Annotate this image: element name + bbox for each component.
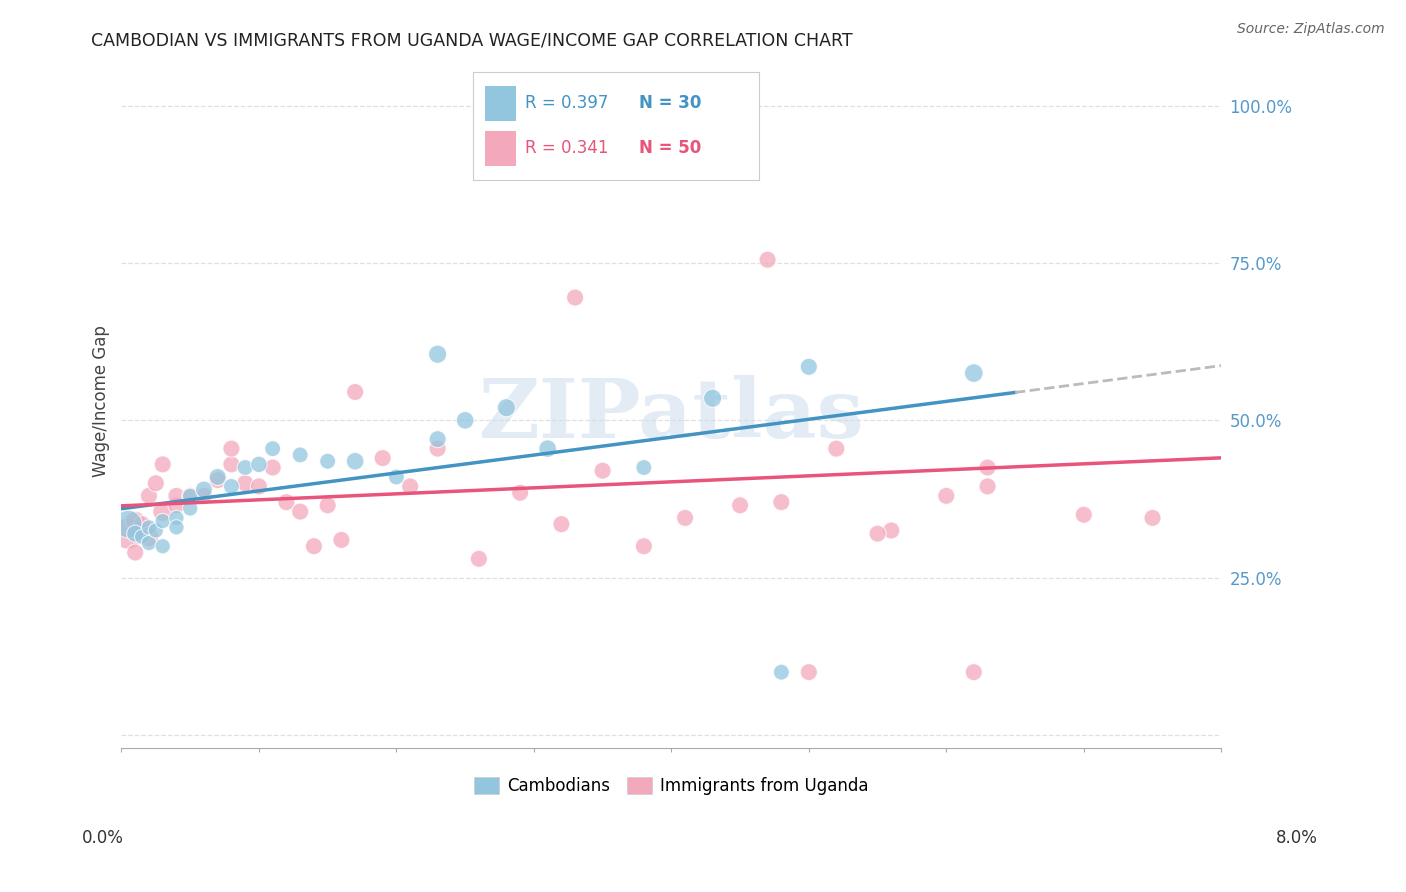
Point <box>247 479 270 493</box>
Point <box>138 489 160 503</box>
Point <box>165 511 187 525</box>
Point <box>152 539 174 553</box>
Point <box>426 432 449 446</box>
Point <box>262 460 284 475</box>
Point <box>131 530 153 544</box>
Text: 8.0%: 8.0% <box>1275 829 1317 847</box>
Point <box>207 473 229 487</box>
Point <box>124 514 146 528</box>
Legend: Cambodians, Immigrants from Uganda: Cambodians, Immigrants from Uganda <box>467 770 876 802</box>
Point <box>276 495 298 509</box>
Point <box>399 479 422 493</box>
Point <box>495 401 517 415</box>
Point <box>976 479 998 493</box>
Point <box>1142 511 1164 525</box>
Point <box>797 665 820 680</box>
Text: ZIPatlas: ZIPatlas <box>478 376 865 455</box>
Point <box>468 551 491 566</box>
Point <box>385 470 408 484</box>
Point <box>963 366 986 380</box>
Point <box>880 524 903 538</box>
Point <box>728 498 751 512</box>
Point <box>426 442 449 456</box>
Point <box>233 460 256 475</box>
Point <box>454 413 477 427</box>
Point <box>247 458 270 472</box>
Point <box>344 454 367 468</box>
Point <box>866 526 889 541</box>
Point <box>152 505 174 519</box>
Point <box>633 539 655 553</box>
Point <box>221 479 243 493</box>
Point <box>1347 143 1369 157</box>
Point <box>509 485 531 500</box>
Point <box>302 539 325 553</box>
Point <box>770 665 793 680</box>
Point <box>1073 508 1095 522</box>
Point <box>536 442 558 456</box>
Point <box>935 489 957 503</box>
Point <box>963 665 986 680</box>
Point <box>207 470 229 484</box>
Text: Source: ZipAtlas.com: Source: ZipAtlas.com <box>1237 22 1385 37</box>
Point <box>117 526 139 541</box>
Point <box>673 511 696 525</box>
Point <box>426 347 449 361</box>
Point <box>179 501 201 516</box>
Point <box>145 476 167 491</box>
Point <box>152 458 174 472</box>
Point <box>633 460 655 475</box>
Y-axis label: Wage/Income Gap: Wage/Income Gap <box>93 326 110 477</box>
Point <box>138 536 160 550</box>
Point <box>145 524 167 538</box>
Point <box>233 476 256 491</box>
Point <box>117 517 139 532</box>
Point <box>797 359 820 374</box>
Point <box>165 498 187 512</box>
Point <box>193 489 215 503</box>
Point <box>221 442 243 456</box>
Point <box>330 533 353 547</box>
Point <box>316 498 339 512</box>
Point <box>702 391 724 405</box>
Point <box>770 495 793 509</box>
Point <box>152 514 174 528</box>
Point <box>138 520 160 534</box>
Point <box>165 489 187 503</box>
Point <box>193 483 215 497</box>
Text: 0.0%: 0.0% <box>82 829 124 847</box>
Point <box>592 464 614 478</box>
Point <box>179 489 201 503</box>
Point <box>138 530 160 544</box>
Point <box>131 517 153 532</box>
Point <box>976 460 998 475</box>
Point <box>262 442 284 456</box>
Point <box>288 448 311 462</box>
Point <box>124 545 146 559</box>
Point <box>165 520 187 534</box>
Point <box>288 505 311 519</box>
Point <box>564 291 586 305</box>
Point <box>550 517 572 532</box>
Point <box>825 442 848 456</box>
Point <box>316 454 339 468</box>
Point <box>371 451 394 466</box>
Point <box>344 384 367 399</box>
Text: CAMBODIAN VS IMMIGRANTS FROM UGANDA WAGE/INCOME GAP CORRELATION CHART: CAMBODIAN VS IMMIGRANTS FROM UGANDA WAGE… <box>91 31 853 49</box>
Point <box>756 252 779 267</box>
Point <box>221 458 243 472</box>
Point <box>179 489 201 503</box>
Point <box>124 526 146 541</box>
